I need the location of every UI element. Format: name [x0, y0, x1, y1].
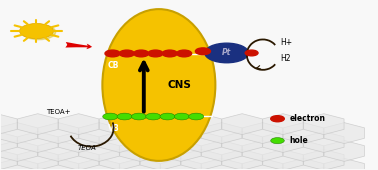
- Polygon shape: [283, 140, 324, 161]
- Polygon shape: [59, 114, 99, 135]
- Circle shape: [177, 50, 192, 57]
- Polygon shape: [324, 123, 364, 143]
- Polygon shape: [17, 167, 58, 170]
- Circle shape: [205, 43, 248, 63]
- Polygon shape: [99, 132, 140, 152]
- Circle shape: [162, 50, 177, 57]
- Polygon shape: [99, 167, 140, 170]
- Circle shape: [22, 24, 56, 40]
- Circle shape: [189, 113, 204, 120]
- Polygon shape: [120, 140, 160, 161]
- Polygon shape: [222, 114, 262, 135]
- Text: CB: CB: [108, 61, 119, 70]
- Polygon shape: [181, 114, 222, 135]
- Polygon shape: [79, 140, 119, 161]
- Polygon shape: [0, 123, 37, 143]
- Polygon shape: [120, 158, 160, 170]
- Polygon shape: [304, 149, 344, 170]
- Polygon shape: [0, 114, 17, 135]
- Polygon shape: [161, 140, 201, 161]
- Circle shape: [105, 50, 120, 57]
- Polygon shape: [79, 123, 119, 143]
- Polygon shape: [304, 132, 344, 152]
- Polygon shape: [59, 167, 99, 170]
- Polygon shape: [0, 132, 17, 152]
- Polygon shape: [99, 114, 140, 135]
- Polygon shape: [0, 158, 37, 170]
- Polygon shape: [140, 149, 181, 170]
- Polygon shape: [304, 167, 344, 170]
- Polygon shape: [140, 167, 181, 170]
- Polygon shape: [181, 132, 222, 152]
- Circle shape: [132, 113, 146, 120]
- Polygon shape: [0, 167, 17, 170]
- Polygon shape: [201, 123, 242, 143]
- Text: TEOA: TEOA: [77, 145, 96, 151]
- Circle shape: [160, 113, 175, 120]
- Polygon shape: [324, 158, 364, 170]
- Polygon shape: [161, 158, 201, 170]
- Polygon shape: [38, 158, 79, 170]
- Polygon shape: [181, 149, 222, 170]
- Circle shape: [146, 113, 161, 120]
- Circle shape: [119, 50, 135, 57]
- Polygon shape: [79, 158, 119, 170]
- Polygon shape: [99, 149, 140, 170]
- Polygon shape: [140, 114, 181, 135]
- Circle shape: [174, 113, 189, 120]
- Circle shape: [271, 138, 284, 144]
- Polygon shape: [0, 149, 17, 170]
- Polygon shape: [263, 114, 303, 135]
- Polygon shape: [17, 132, 58, 152]
- Polygon shape: [242, 158, 283, 170]
- Circle shape: [195, 48, 211, 55]
- Circle shape: [206, 50, 222, 57]
- Text: H+: H+: [281, 38, 293, 47]
- Polygon shape: [38, 123, 79, 143]
- Text: H2: H2: [281, 54, 291, 63]
- Text: Pt: Pt: [222, 48, 231, 57]
- Circle shape: [134, 50, 149, 57]
- Polygon shape: [59, 132, 99, 152]
- Polygon shape: [324, 140, 364, 161]
- Text: VB: VB: [108, 124, 119, 133]
- Circle shape: [20, 23, 53, 39]
- Circle shape: [117, 113, 132, 120]
- Polygon shape: [120, 123, 160, 143]
- Polygon shape: [242, 140, 283, 161]
- Polygon shape: [161, 123, 201, 143]
- Polygon shape: [263, 167, 303, 170]
- Polygon shape: [17, 149, 58, 170]
- Polygon shape: [283, 158, 324, 170]
- Text: TEOA+: TEOA+: [46, 109, 70, 115]
- Circle shape: [148, 50, 163, 57]
- Polygon shape: [201, 158, 242, 170]
- Polygon shape: [201, 140, 242, 161]
- Circle shape: [103, 113, 118, 120]
- Polygon shape: [263, 132, 303, 152]
- Text: CNS: CNS: [168, 80, 192, 90]
- Polygon shape: [59, 149, 99, 170]
- Polygon shape: [17, 114, 58, 135]
- Circle shape: [271, 116, 284, 122]
- Text: hole: hole: [290, 136, 308, 145]
- Polygon shape: [38, 140, 79, 161]
- Polygon shape: [140, 132, 181, 152]
- Polygon shape: [222, 167, 262, 170]
- Polygon shape: [242, 123, 283, 143]
- Ellipse shape: [102, 9, 215, 161]
- Polygon shape: [0, 140, 37, 161]
- Polygon shape: [222, 149, 262, 170]
- Polygon shape: [222, 132, 262, 152]
- Polygon shape: [181, 167, 222, 170]
- Circle shape: [245, 50, 258, 56]
- Polygon shape: [263, 149, 303, 170]
- Polygon shape: [304, 114, 344, 135]
- Polygon shape: [283, 123, 324, 143]
- Text: electron: electron: [290, 114, 325, 123]
